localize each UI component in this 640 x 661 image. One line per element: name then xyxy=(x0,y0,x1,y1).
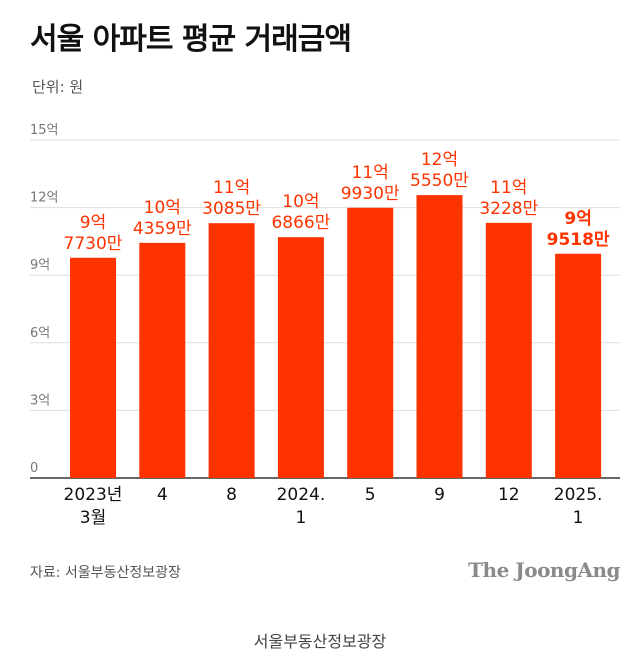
x-tick-label: 1 xyxy=(573,508,584,528)
data-label-eok: 12억 xyxy=(421,150,458,170)
y-tick-label: 9억 xyxy=(30,258,50,273)
bar xyxy=(416,195,463,478)
x-tick-label: 2025. xyxy=(554,485,603,505)
bar xyxy=(208,223,255,478)
chart-title: 서울 아파트 평균 거래금액 xyxy=(30,22,352,57)
data-label-man: 6866만 xyxy=(271,213,330,233)
data-label-eok: 9억 xyxy=(564,209,591,229)
bar xyxy=(555,253,602,478)
y-tick-label: 15억 xyxy=(30,123,59,138)
image-caption: 서울부동산정보광장 xyxy=(253,632,387,651)
x-tick-label: 9 xyxy=(434,485,445,505)
bar xyxy=(277,237,324,478)
x-axis-ticks: 2023년 3월 4 8 2024. 1 5 9 12 2025. 1 xyxy=(64,485,603,528)
x-tick-label: 12 xyxy=(498,485,520,505)
data-label-man: 9518만 xyxy=(547,230,610,250)
y-tick-label: 3억 xyxy=(30,393,50,408)
data-label-man: 9930만 xyxy=(341,184,400,204)
data-label-eok: 11억 xyxy=(213,178,250,198)
x-tick-label: 8 xyxy=(226,485,237,505)
bar xyxy=(347,207,394,478)
y-axis-ticks: 0 3억 6억 9억 12억 15억 xyxy=(30,123,59,476)
bar xyxy=(139,242,186,478)
data-label-eok: 11억 xyxy=(490,178,527,198)
data-label-man: 3085만 xyxy=(202,199,261,219)
data-label-man: 4359만 xyxy=(133,219,192,239)
data-label-man: 7730만 xyxy=(64,234,123,254)
bar xyxy=(485,222,532,478)
data-label-eok: 10억 xyxy=(144,198,181,218)
publisher-logo: The JoongAng xyxy=(468,558,620,582)
x-tick-label: 4 xyxy=(157,485,168,505)
x-tick-label: 2023년 xyxy=(64,485,123,505)
data-label-man: 3228만 xyxy=(479,199,538,219)
x-tick-label: 2024. xyxy=(277,485,326,505)
source-note: 자료: 서울부동산정보광장 xyxy=(30,565,181,581)
y-tick-label: 0 xyxy=(30,461,38,476)
data-label-eok: 9억 xyxy=(80,213,106,233)
bar xyxy=(70,257,116,478)
y-tick-label: 12억 xyxy=(30,191,59,206)
y-tick-label: 6억 xyxy=(30,326,50,341)
data-label-man: 5550만 xyxy=(410,171,469,191)
x-tick-label: 1 xyxy=(295,508,306,528)
bars xyxy=(70,195,602,478)
unit-label: 단위: 원 xyxy=(32,78,84,96)
data-label-eok: 11억 xyxy=(352,163,389,183)
x-tick-label: 3월 xyxy=(80,508,106,528)
x-tick-label: 5 xyxy=(365,485,376,505)
data-label-eok: 10억 xyxy=(282,192,319,212)
